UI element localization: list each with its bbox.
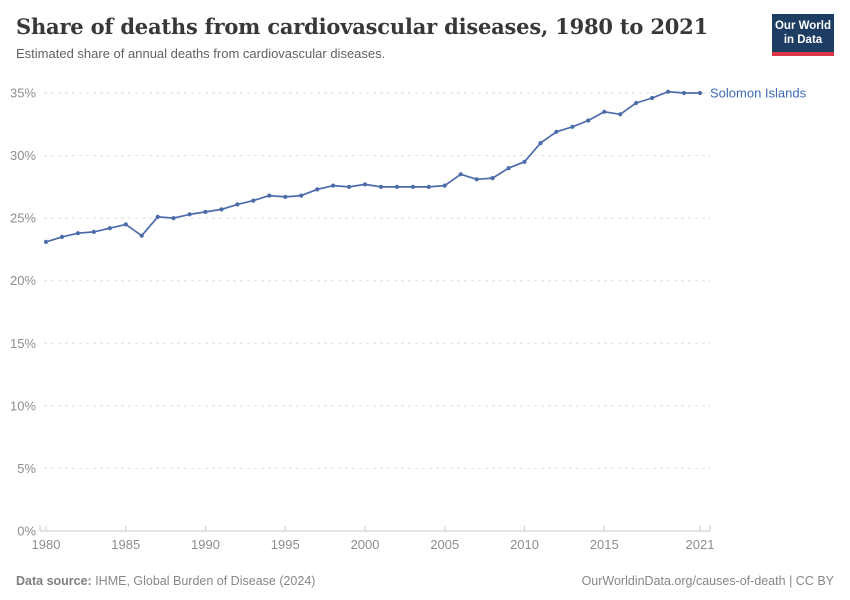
data-point[interactable] <box>75 231 80 236</box>
data-source-label: Data source: <box>16 574 92 588</box>
y-axis-label: 35% <box>10 86 36 101</box>
data-point[interactable] <box>634 100 639 106</box>
data-point[interactable] <box>203 209 208 214</box>
data-point[interactable] <box>315 187 320 192</box>
x-axis-label: 1995 <box>271 537 300 552</box>
data-point[interactable] <box>299 193 304 198</box>
data-point[interactable] <box>107 226 112 231</box>
data-point[interactable] <box>618 112 623 117</box>
data-point[interactable] <box>267 193 272 198</box>
data-point[interactable] <box>681 90 687 96</box>
owid-logo-line1: Our World <box>774 19 831 32</box>
data-point[interactable] <box>251 198 256 203</box>
data-point[interactable] <box>506 166 511 171</box>
data-point[interactable] <box>426 184 431 189</box>
data-point[interactable] <box>522 159 527 164</box>
x-axis-label: 2000 <box>351 537 380 552</box>
data-point[interactable] <box>474 177 479 182</box>
data-point[interactable] <box>666 89 671 94</box>
y-axis-label: 20% <box>10 273 36 288</box>
x-axis-label: 1980 <box>32 537 61 552</box>
data-point[interactable] <box>697 90 703 96</box>
y-axis-label: 15% <box>10 336 36 351</box>
data-point[interactable] <box>538 141 543 146</box>
x-axis-label: 2021 <box>686 537 715 552</box>
data-point[interactable] <box>123 222 128 227</box>
data-point[interactable] <box>490 176 495 181</box>
x-axis-label: 2015 <box>590 537 619 552</box>
data-point[interactable] <box>139 233 144 238</box>
data-point[interactable] <box>187 212 192 217</box>
data-point[interactable] <box>155 214 160 219</box>
data-point[interactable] <box>554 129 559 134</box>
data-point[interactable] <box>650 95 655 101</box>
x-axis-label: 2005 <box>430 537 459 552</box>
y-axis-label: 25% <box>10 211 36 226</box>
data-point[interactable] <box>331 183 336 188</box>
data-point[interactable] <box>347 184 352 189</box>
data-point[interactable] <box>91 229 96 234</box>
y-axis-label: 10% <box>10 398 36 413</box>
data-point[interactable] <box>570 124 575 129</box>
owid-logo-line2: in Data <box>783 34 823 46</box>
license-link[interactable]: OurWorldinData.org/causes-of-death | CC … <box>581 574 834 588</box>
page-title: Share of deaths from cardiovascular dise… <box>16 14 708 39</box>
data-point[interactable] <box>442 183 447 188</box>
y-axis-label: 0% <box>17 524 36 539</box>
data-point[interactable] <box>235 202 240 207</box>
data-point[interactable] <box>362 182 368 187</box>
data-point[interactable] <box>586 118 591 123</box>
data-point[interactable] <box>59 234 65 239</box>
chart-subtitle: Estimated share of annual deaths from ca… <box>16 46 386 61</box>
data-point[interactable] <box>410 184 415 189</box>
title-block: Share of deaths from cardiovascular dise… <box>16 14 708 61</box>
x-axis-label: 1990 <box>191 537 220 552</box>
data-point[interactable] <box>283 194 288 199</box>
data-source-note: Data source: IHME, Global Burden of Dise… <box>16 574 315 588</box>
data-point[interactable] <box>602 109 607 114</box>
data-point[interactable] <box>378 184 384 189</box>
owid-logo[interactable]: Our World in Data <box>772 14 834 56</box>
data-point[interactable] <box>458 172 463 177</box>
data-point[interactable] <box>171 216 176 221</box>
y-axis-label: 30% <box>10 148 36 163</box>
data-source-text: IHME, Global Burden of Disease (2024) <box>91 574 316 588</box>
data-point[interactable] <box>394 184 399 189</box>
chart-header: Share of deaths from cardiovascular dise… <box>16 14 834 61</box>
x-axis-label: 2010 <box>510 537 539 552</box>
series-line[interactable] <box>45 90 701 243</box>
y-axis-label: 5% <box>17 461 36 476</box>
x-axis-label: 1985 <box>111 537 140 552</box>
data-point[interactable] <box>43 239 49 244</box>
data-point[interactable] <box>219 207 224 212</box>
series-end-label[interactable]: Solomon Islands <box>710 86 807 101</box>
chart-footer: Data source: IHME, Global Burden of Dise… <box>16 574 834 588</box>
